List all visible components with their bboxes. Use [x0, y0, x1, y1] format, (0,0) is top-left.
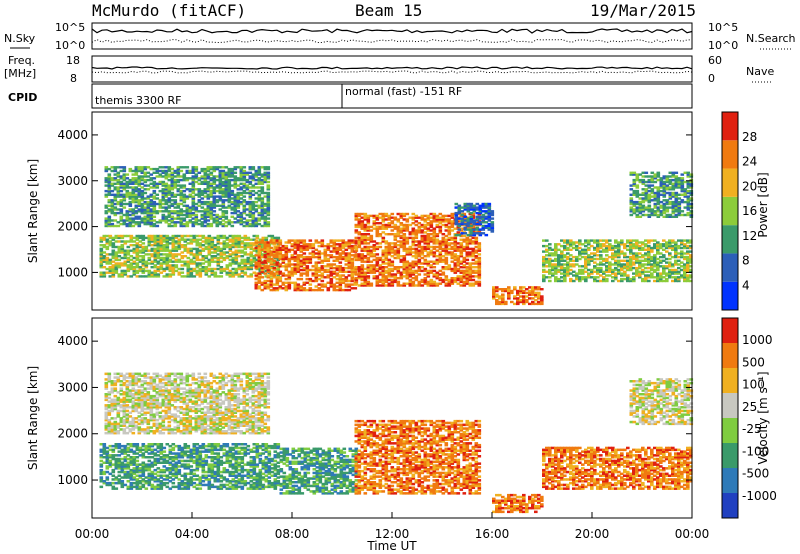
date-title: 19/Mar/2015 — [590, 1, 696, 20]
xtick-1: 04:00 — [175, 527, 210, 541]
power-colorbar-swatch-0 — [722, 281, 738, 310]
power-ytick-3: 1000 — [57, 265, 88, 279]
cpid-segment-1: themis 3300 RF — [95, 94, 182, 107]
power-panel: 4000 3000 2000 1000 Slant Range [km] 28 24 20… — [26, 111, 770, 311]
velocity-band-5 — [542, 446, 693, 490]
velocity-cbtick-7: -1000 — [742, 489, 777, 503]
velocity-cbtick-0: 1000 — [742, 333, 773, 347]
power-cbtick-4: 12 — [742, 229, 757, 243]
power-cbtick-5: 8 — [742, 254, 750, 268]
velocity-colorbar-swatch-0 — [722, 493, 738, 518]
power-cbtick-0: 28 — [742, 130, 757, 144]
power-band-4 — [454, 202, 495, 237]
cpid-panel: CPID themis 3300 RF normal (fast) -151 R… — [8, 83, 693, 109]
station-title: McMurdo (fitACF) — [92, 1, 246, 20]
cpid-segment-2: normal (fast) -151 RF — [345, 85, 462, 98]
velocity-ytick-2: 2000 — [57, 427, 88, 441]
power-cbtick-6: 4 — [742, 278, 750, 292]
nsky-tick-top: 10^5 — [55, 21, 85, 34]
velocity-cbtick-5: -100 — [742, 444, 769, 458]
velocity-colorbar-swatch-7 — [722, 318, 738, 343]
power-band-7 — [629, 171, 694, 218]
nave-tick-bottom: 0 — [708, 72, 715, 85]
velocity-panel: 4000 3000 2000 1000 Slant Range [km] 1000 50… — [26, 317, 777, 553]
power-colorbar-swatch-2 — [722, 225, 738, 254]
velocity-band-0 — [104, 372, 271, 435]
power-colorbar-swatch-1 — [722, 253, 738, 282]
velocity-colorbar-swatch-3 — [722, 418, 738, 443]
freq-label: Freq. — [8, 54, 35, 67]
time-axis-label: Time UT — [366, 539, 417, 553]
power-ylabel: Slant Range [km] — [26, 159, 40, 263]
velocity-band-1 — [99, 443, 281, 490]
xtick-4: 16:00 — [475, 527, 510, 541]
power-colorbar-label: Power [dB] — [756, 172, 770, 237]
velocity-band-3 — [354, 419, 482, 495]
velocity-band-4 — [492, 493, 544, 514]
nsky-tick-bottom: 10^0 — [55, 39, 85, 52]
beam-title: Beam 15 — [355, 1, 422, 20]
xtick-5: 20:00 — [575, 527, 610, 541]
xtick-2: 08:00 — [275, 527, 310, 541]
power-band-5 — [492, 286, 544, 306]
power-ytick-2: 2000 — [57, 220, 88, 234]
freq-panel: Freq. [MHz] 18 8 60 0 Nave — [4, 54, 774, 85]
velocity-cbtick-4: -25 — [742, 422, 762, 436]
freq-tick-bottom: 8 — [70, 72, 77, 85]
xtick-3: 12:00 — [375, 527, 410, 541]
velocity-colorbar-swatch-2 — [722, 443, 738, 468]
xtick-0: 00:00 — [75, 527, 110, 541]
power-cbtick-2: 20 — [742, 179, 757, 193]
power-band-6 — [542, 239, 693, 283]
nsky-label: N.Sky — [4, 32, 36, 45]
velocity-cbtick-6: -500 — [742, 467, 769, 481]
power-band-2 — [254, 239, 358, 292]
power-cbtick-3: 16 — [742, 204, 757, 218]
nsearch-tick-bottom: 10^0 — [708, 39, 738, 52]
freq-unit: [MHz] — [4, 67, 36, 80]
velocity-colorbar-swatch-1 — [722, 468, 738, 493]
power-colorbar-swatch-5 — [722, 140, 738, 169]
velocity-ytick-0: 4000 — [57, 334, 88, 348]
power-ytick-0: 4000 — [57, 128, 88, 142]
nsearch-label: N.Search — [746, 32, 796, 45]
nave-label: Nave — [746, 65, 774, 78]
power-cbtick-1: 24 — [742, 155, 757, 169]
power-colorbar-swatch-3 — [722, 196, 738, 226]
velocity-cbtick-1: 500 — [742, 355, 765, 369]
power-colorbar-swatch-6 — [722, 112, 738, 141]
nave-tick-top: 60 — [708, 54, 722, 67]
velocity-cbtick-3: 25 — [742, 400, 757, 414]
velocity-colorbar-label: Velocity [m s⁻¹] — [756, 371, 770, 464]
velocity-ytick-1: 3000 — [57, 380, 88, 394]
power-ytick-1: 3000 — [57, 174, 88, 188]
velocity-colorbar-swatch-6 — [722, 343, 738, 368]
nsky-panel: N.Sky 10^5 10^0 10^5 10^0 N.Search — [4, 21, 796, 52]
velocity-ylabel: Slant Range [km] — [26, 366, 40, 470]
cpid-label: CPID — [8, 91, 37, 104]
velocity-ytick-3: 1000 — [57, 473, 88, 487]
velocity-band-6 — [629, 378, 694, 426]
velocity-cbtick-2: 100 — [742, 378, 765, 392]
power-band-0 — [104, 166, 271, 228]
power-colorbar-swatch-4 — [722, 168, 738, 197]
nsearch-tick-top: 10^5 — [708, 21, 738, 34]
freq-tick-top: 18 — [66, 54, 80, 67]
xtick-6: 00:00 — [675, 527, 710, 541]
velocity-colorbar-swatch-5 — [722, 368, 738, 393]
velocity-colorbar-swatch-4 — [722, 393, 738, 418]
